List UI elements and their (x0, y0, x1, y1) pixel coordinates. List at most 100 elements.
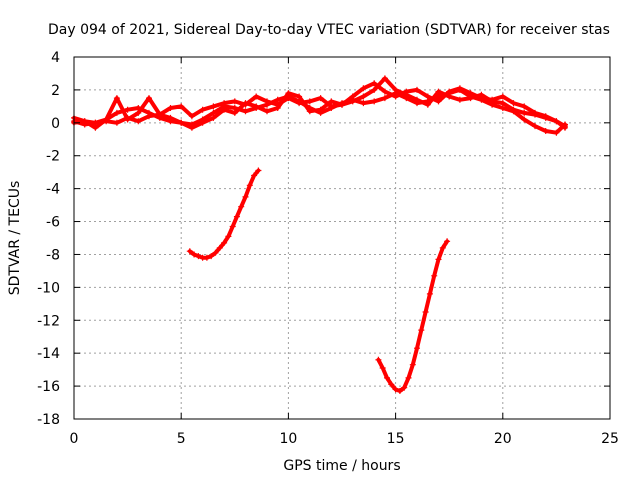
x-tick-label: 5 (177, 431, 186, 447)
data-point (456, 85, 463, 92)
data-point (203, 254, 210, 261)
data-point (208, 253, 215, 260)
data-point (405, 374, 412, 381)
data-point (510, 100, 517, 107)
data-point (146, 95, 152, 102)
data-point (521, 116, 528, 123)
data-point (135, 105, 142, 111)
data-point (381, 95, 388, 102)
data-point (238, 203, 245, 210)
chart-title: Day 094 of 2021, Sidereal Day-to-day VTE… (48, 22, 610, 38)
data-point (253, 103, 260, 110)
data-point (195, 253, 202, 260)
x-tick-label: 25 (601, 431, 619, 447)
data-point (360, 93, 367, 100)
data-point (328, 98, 335, 105)
data-point (401, 384, 408, 391)
data-point (255, 167, 262, 174)
data-point (489, 96, 496, 103)
data-point (81, 121, 88, 128)
data-point (381, 75, 388, 82)
data-point (349, 93, 356, 100)
data-point (478, 95, 485, 102)
y-tick-label: -14 (37, 346, 60, 362)
data-point (210, 114, 217, 121)
data-point (360, 85, 367, 92)
data-point (296, 93, 303, 100)
data-point (553, 118, 560, 125)
y-tick-label: -2 (46, 149, 60, 165)
data-point (542, 113, 549, 120)
x-tick-label: 0 (70, 431, 79, 447)
series-layer (71, 75, 568, 394)
data-point (521, 109, 528, 116)
data-point (446, 88, 453, 95)
data-point (135, 118, 142, 125)
data-point (424, 93, 431, 100)
data-point (414, 86, 420, 93)
data-point (510, 108, 517, 115)
data-point (103, 118, 110, 125)
data-point (396, 388, 403, 394)
data-point (422, 309, 429, 315)
data-point (431, 272, 438, 279)
data-point (444, 238, 451, 245)
data-point (414, 345, 420, 352)
data-point (188, 113, 195, 120)
y-tick-label: 0 (51, 116, 60, 132)
data-point (113, 95, 120, 102)
data-point (146, 113, 152, 120)
data-point (221, 239, 228, 246)
y-tick-label: -12 (37, 313, 60, 329)
data-point (532, 109, 538, 116)
data-point (178, 103, 185, 110)
data-point (499, 105, 506, 111)
data-point (384, 374, 390, 381)
data-point (186, 248, 193, 255)
data-point (562, 124, 568, 131)
data-point (456, 96, 463, 103)
data-point (435, 256, 442, 263)
data-point (435, 98, 442, 105)
data-point (231, 109, 238, 116)
data-point (231, 98, 238, 105)
y-tick-label: -10 (37, 280, 60, 296)
data-point (553, 129, 560, 136)
x-tick-label: 15 (387, 431, 405, 447)
data-point (403, 95, 410, 102)
data-point (156, 111, 163, 118)
data-point (188, 124, 195, 131)
data-point (426, 290, 433, 297)
data-point (264, 101, 270, 108)
y-tick-label: -8 (46, 247, 60, 263)
data-point (274, 105, 281, 111)
grid (74, 57, 610, 419)
data-point (409, 361, 416, 368)
data-point (414, 100, 420, 107)
x-tick-label: 10 (279, 431, 297, 447)
data-point (246, 182, 253, 189)
data-point (113, 109, 120, 116)
series-line-anomaly-2 (376, 239, 450, 393)
data-point (285, 90, 292, 97)
data-point (212, 249, 219, 256)
data-point (221, 106, 228, 113)
x-axis-label: GPS time / hours (283, 458, 400, 474)
data-point (403, 88, 410, 95)
data-point (317, 106, 324, 113)
data-point (167, 114, 174, 121)
data-point (191, 251, 198, 258)
data-point (251, 172, 258, 179)
data-point (306, 98, 313, 105)
data-point (216, 244, 223, 251)
data-point (375, 356, 382, 363)
y-tick-label: 2 (51, 83, 60, 99)
plot-frame (73, 56, 611, 420)
data-point (317, 95, 324, 102)
y-tick-label: -4 (46, 182, 60, 198)
data-point (225, 233, 232, 240)
y-tick-label: -16 (37, 379, 60, 395)
data-point (392, 386, 399, 393)
